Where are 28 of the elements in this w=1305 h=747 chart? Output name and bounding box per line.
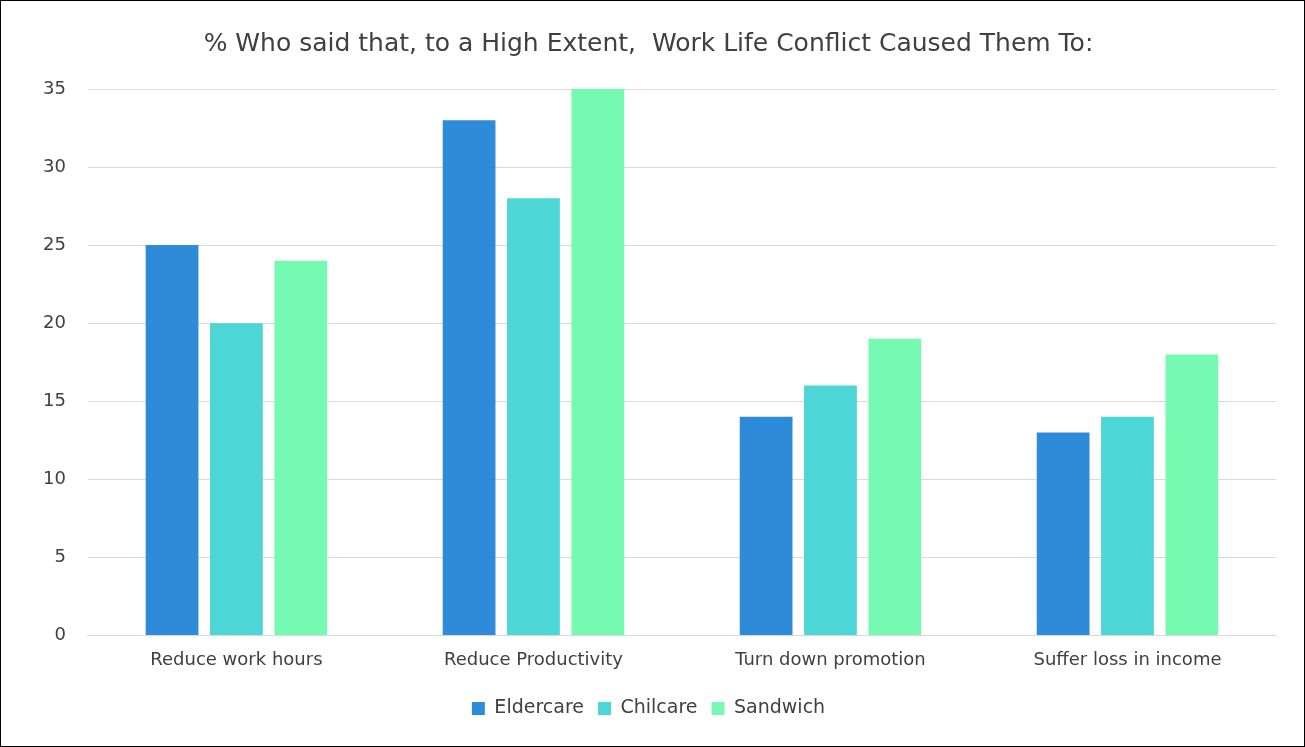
y-tick-label: 20 — [43, 310, 66, 332]
x-tick-label: Reduce work hours — [150, 647, 323, 669]
bar — [442, 120, 496, 635]
y-tick-label: 30 — [43, 154, 66, 176]
bar — [145, 245, 199, 635]
bar — [1165, 354, 1219, 635]
y-tick-label: 25 — [43, 232, 66, 254]
bar — [507, 198, 560, 635]
bar — [804, 385, 857, 635]
y-tick-label: 35 — [43, 76, 66, 98]
bar — [274, 260, 328, 635]
bar — [1101, 416, 1154, 635]
bar — [1036, 432, 1090, 635]
bar — [868, 338, 922, 635]
chart-title: % Who said that, to a High Extent, Work Life Conflict Caused Them To: — [203, 27, 1094, 57]
bar — [210, 323, 263, 635]
x-tick-label: Reduce Productivity — [443, 647, 624, 669]
legend-label: Chilcare — [620, 695, 698, 718]
y-tick-label: 5 — [54, 545, 66, 567]
bar — [739, 416, 793, 635]
x-tick-label: Turn down promotion — [734, 647, 926, 669]
bar — [571, 89, 625, 635]
legend-label: Eldercare — [494, 695, 584, 718]
x-tick-label: Suffer loss in income — [1033, 647, 1222, 669]
y-tick-label: 15 — [43, 388, 66, 410]
legend-label: Sandwich — [734, 695, 826, 718]
y-tick-label: 0 — [54, 623, 66, 645]
y-tick-label: 10 — [43, 466, 66, 488]
